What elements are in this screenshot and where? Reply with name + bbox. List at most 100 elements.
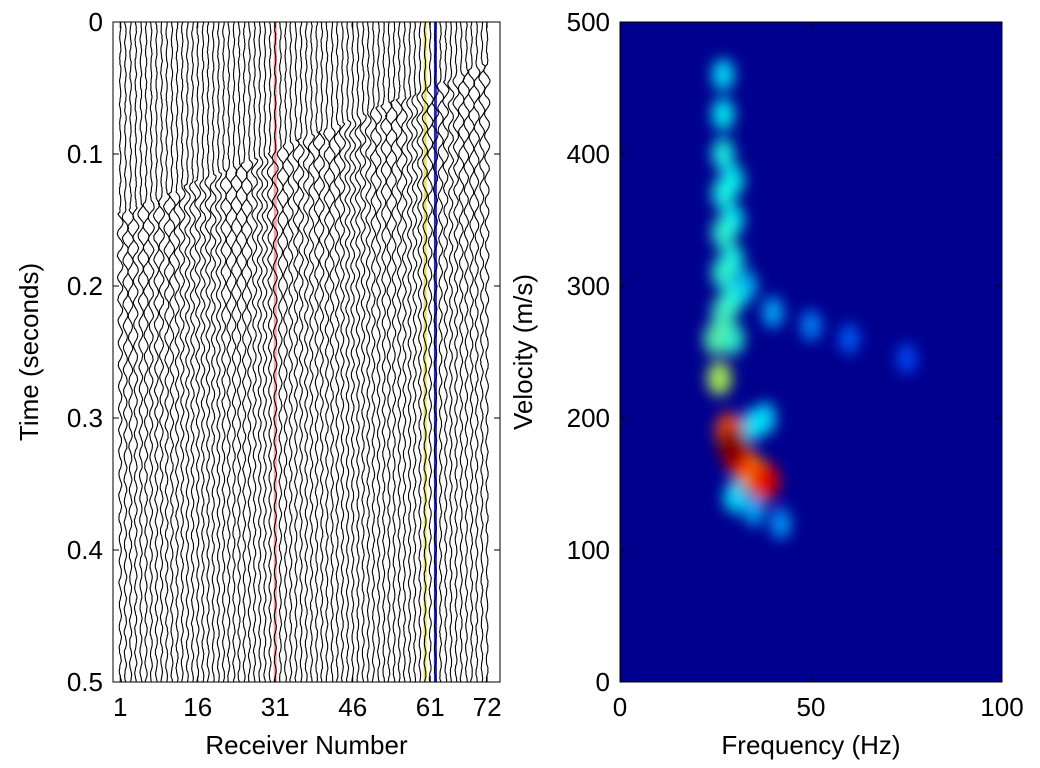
trace [452,22,460,682]
energy-blob [703,322,728,356]
y-axis-label: Velocity (m/s) [508,274,538,430]
trace [369,22,378,682]
trace [333,22,341,682]
trace [395,22,403,682]
trace [297,22,305,682]
x-tick-label: 61 [416,692,445,722]
y-axis-label: Time (seconds) [14,263,44,441]
energy-blob [707,361,732,396]
energy-blob [711,177,735,211]
trace [246,22,254,682]
trace [209,22,217,682]
energy-blob [838,323,860,355]
trace [390,22,398,682]
energy-blob [896,343,917,374]
y-tick-label: 0.5 [67,667,103,697]
trace [302,22,310,682]
trace [411,22,418,682]
trace [416,22,424,682]
trace [256,22,264,682]
trace [132,22,140,682]
trace [121,22,130,682]
x-tick-label: 100 [980,692,1023,722]
trace [266,22,274,682]
trace [400,22,408,682]
trace [467,22,476,682]
y-tick-label: 0 [596,667,610,697]
energy-blob [717,427,748,468]
trace [162,22,171,682]
y-tick-label: 200 [567,403,610,433]
energy-blob [711,137,735,171]
trace [137,22,145,682]
trace [385,22,393,682]
trace [173,22,181,682]
trace [359,22,367,682]
trace [235,22,243,682]
trace [287,22,295,682]
energy-blob [711,98,735,131]
trace [338,22,346,682]
trace [271,22,279,682]
trace [157,22,166,682]
trace [147,22,155,682]
trace [318,22,326,682]
x-axis-label: Frequency (Hz) [721,730,900,760]
trace [457,22,466,682]
trace [354,22,362,682]
y-tick-label: 0 [89,7,103,37]
y-tick-label: 300 [567,271,610,301]
trace [250,22,259,682]
trace [199,22,207,682]
trace [328,22,336,682]
x-tick-label: 1 [113,692,127,722]
trace [349,22,357,682]
trace [152,22,161,682]
energy-blob [711,295,735,330]
trace [261,22,269,682]
x-tick-label: 46 [338,692,367,722]
y-tick-label: 0.1 [67,139,103,169]
axes-frame [112,21,501,683]
y-tick-label: 500 [567,7,610,37]
trace [178,22,186,682]
energy-blob [711,216,735,250]
energy-blob [711,256,735,290]
x-tick-label: 72 [473,692,502,722]
energy-blob [723,481,746,514]
plot-background [113,22,500,682]
plot-area [113,22,500,682]
trace [183,22,191,682]
energy-blob [721,322,745,356]
energy-blob [750,461,780,501]
trace [142,22,150,682]
y-tick-label: 0.2 [67,271,103,301]
trace [478,22,486,682]
trace [364,22,372,682]
trace [406,22,414,682]
plot-background [620,22,1002,682]
plot-area [620,22,1002,682]
trace [282,22,290,682]
trace [323,22,331,682]
trace [116,22,124,682]
trace [436,22,445,682]
trace [240,22,248,682]
energy-blob [762,296,784,329]
trace [426,22,434,682]
trace [230,22,238,682]
trace [189,22,196,682]
trace [421,22,429,682]
energy-blob [711,58,735,91]
trace [225,22,233,682]
trace [447,22,455,682]
trace [431,22,439,682]
trace [344,22,352,682]
energy-blob [742,494,765,527]
trace [219,22,228,682]
energy-blob [769,507,792,540]
trace [292,22,300,682]
trace [204,22,212,682]
trace [442,22,450,682]
